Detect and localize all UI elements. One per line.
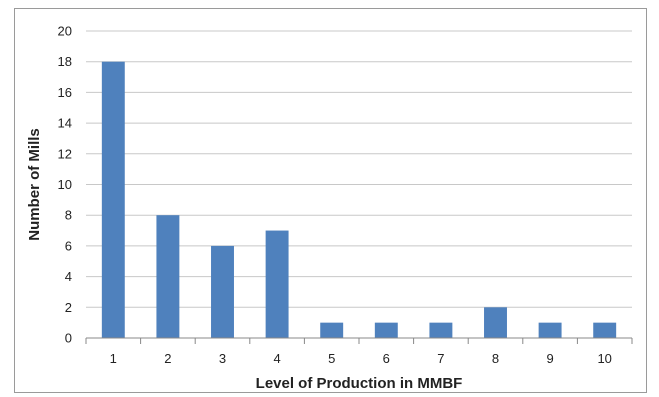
x-tick-label: 5 bbox=[328, 351, 335, 366]
y-tick-label: 6 bbox=[65, 238, 72, 253]
y-tick-label: 8 bbox=[65, 208, 72, 223]
bar-10 bbox=[593, 322, 617, 338]
y-tick-label: 18 bbox=[58, 54, 72, 69]
y-tick-label: 4 bbox=[65, 269, 72, 284]
bar-1 bbox=[101, 61, 125, 338]
bar-7 bbox=[429, 322, 453, 338]
x-tick-label: 10 bbox=[597, 351, 611, 366]
x-tick-label: 9 bbox=[546, 351, 553, 366]
bar-9 bbox=[538, 322, 562, 338]
y-axis-ticks: 0 2 4 6 8 10 12 14 16 18 20 bbox=[58, 24, 72, 346]
x-tick-label: 4 bbox=[273, 351, 280, 366]
x-tick-label: 8 bbox=[492, 351, 499, 366]
x-tick-label: 7 bbox=[437, 351, 444, 366]
bar-8 bbox=[484, 307, 507, 338]
bar-2 bbox=[156, 215, 180, 338]
x-tick-label: 1 bbox=[110, 351, 117, 366]
y-tick-label: 20 bbox=[58, 24, 72, 39]
x-axis-title: Level of Production in MMBF bbox=[256, 375, 463, 392]
bar-6 bbox=[374, 322, 398, 338]
y-axis-title: Number of Mills bbox=[26, 128, 43, 241]
x-axis-ticks: 1 2 3 4 5 6 7 8 9 10 bbox=[85, 338, 633, 366]
y-tick-label: 10 bbox=[58, 177, 72, 192]
bar-4 bbox=[265, 230, 289, 338]
y-tick-label: 0 bbox=[65, 331, 72, 346]
x-tick-label: 2 bbox=[164, 351, 171, 366]
bars bbox=[101, 61, 617, 338]
x-tick-label: 3 bbox=[219, 351, 226, 366]
y-tick-label: 14 bbox=[58, 116, 72, 131]
bar-3 bbox=[211, 245, 234, 338]
bar-5 bbox=[320, 322, 344, 338]
y-tick-label: 12 bbox=[58, 146, 72, 161]
x-tick-label: 6 bbox=[383, 351, 390, 366]
y-tick-label: 16 bbox=[58, 85, 72, 100]
y-tick-label: 2 bbox=[65, 300, 72, 315]
